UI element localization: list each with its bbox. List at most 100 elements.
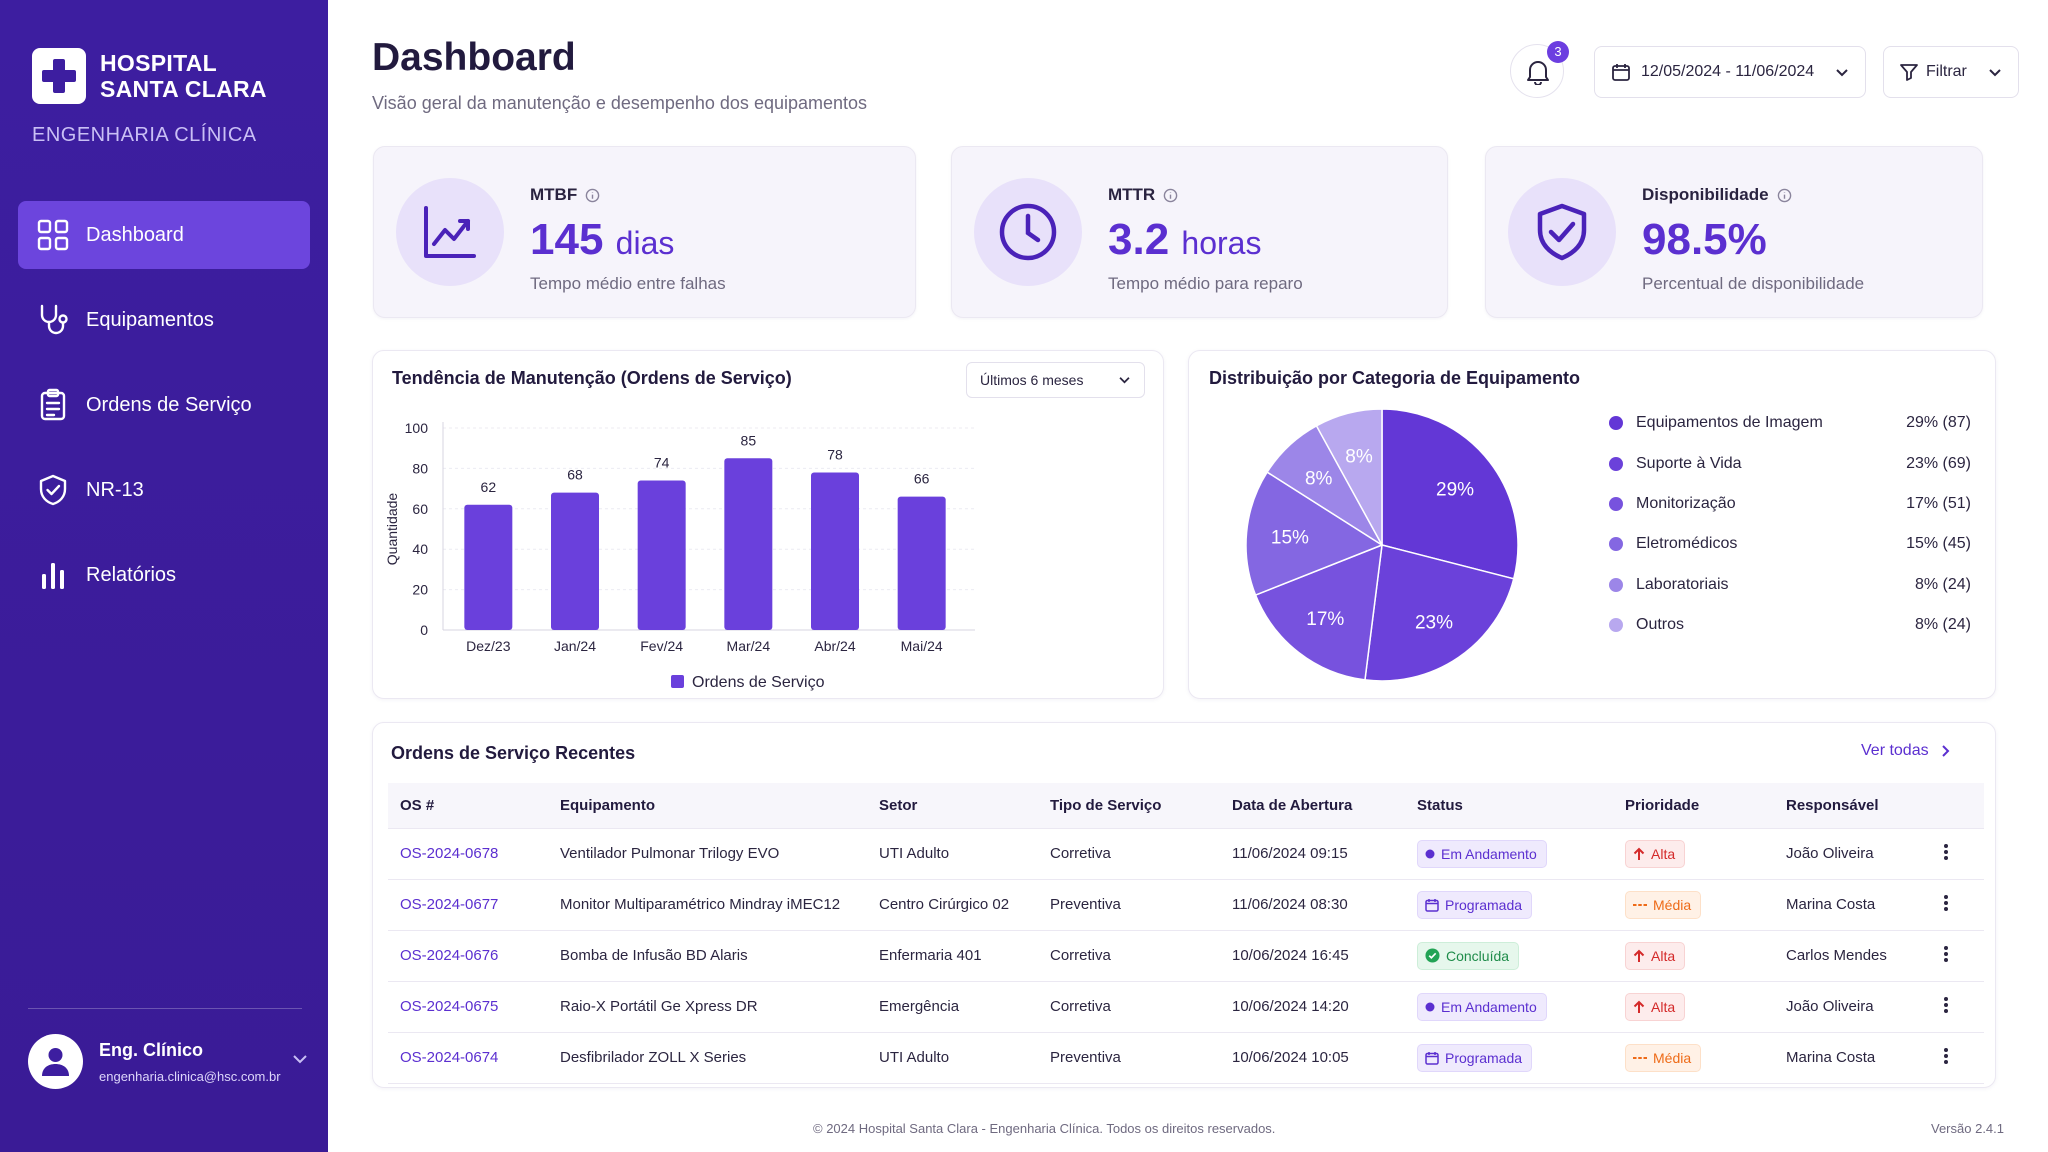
open-date-cell: 10/06/2024 14:20 [1232,998,1349,1015]
priority-badge: Média [1625,1043,1702,1072]
recent-orders-title: Ordens de Serviço Recentes [391,743,636,763]
bar[interactable] [464,504,513,630]
bar[interactable] [897,496,946,630]
y-axis-label: Quantidade [384,493,400,566]
col-header[interactable]: Responsável [1774,783,1924,829]
col-header[interactable]: Tipo de Serviço [1038,783,1220,829]
sidebar-nav: Dashboard Equipamentos Ordens de Serviço… [18,201,310,626]
chevron-down-icon[interactable] [292,1054,308,1064]
date-range-picker[interactable]: 12/05/2024 - 11/06/2024 [1594,46,1866,98]
col-header[interactable]: Equipamento [548,783,867,829]
sidebar-item-nr13[interactable]: NR-13 [18,456,310,524]
data-label: 68 [567,467,583,483]
kpi-label: MTTR [1108,185,1156,204]
status-text: Em Andamento [1441,845,1537,862]
user-name: Eng. Clínico [99,1039,204,1060]
os-number-link[interactable]: OS-2024-0677 [400,896,499,913]
col-header[interactable]: Status [1405,783,1613,829]
col-header[interactable]: OS # [388,783,548,829]
trend-chart-title: Tendência de Manutenção (Ordens de Servi… [392,368,792,388]
table-row[interactable]: OS-2024-0676 Bomba de Infusão BD Alaris En… [388,930,1984,981]
view-all-link[interactable]: Ver todas [1861,742,1950,760]
status-badge: Programada [1417,1043,1533,1072]
os-number-link[interactable]: OS-2024-0676 [400,947,499,964]
os-number-link[interactable]: OS-2024-0678 [400,845,499,862]
table-row[interactable]: OS-2024-0675 Raio-X Portátil Ge Xpress DR… [388,981,1984,1032]
slice-label: 23% [1415,612,1453,633]
sidebar: HOSPITAL SANTA CLARA ENGENHARIA CLÍNICA … [0,0,328,1152]
priority-badge: Média [1625,890,1702,919]
info-icon[interactable] [1777,188,1792,203]
arrow-up-icon [1633,1000,1645,1013]
equipment-cell: Monitor Multiparamétrico Mindray iMEC12 [560,896,841,913]
bar[interactable] [637,480,686,630]
sidebar-item-dashboard[interactable]: Dashboard [18,201,310,269]
bell-icon [1527,61,1549,85]
shield-check-icon [39,474,67,506]
os-number-link[interactable]: OS-2024-0675 [400,998,499,1015]
dot-icon [1425,849,1435,858]
legend-swatch [1609,456,1623,471]
table-row[interactable]: OS-2024-0677 Monitor Multiparamétrico Min… [388,879,1984,930]
period-select[interactable]: Últimos 6 meses [966,362,1145,398]
dashes-icon [1633,903,1647,906]
x-tick-label: Mai/24 [901,638,943,654]
slice-label: 17% [1306,609,1344,630]
table-row[interactable]: OS-2024-0678 Ventilador Pulmonar Trilogy … [388,828,1984,879]
status-text: Programada [1445,1049,1523,1066]
user-menu[interactable]: Eng. Clínico engenharia.clinica@hsc.com.… [28,1034,308,1089]
sidebar-item-ordens[interactable]: Ordens de Serviço [18,371,310,439]
open-date-cell: 10/06/2024 10:05 [1232,1049,1349,1066]
bar[interactable] [811,472,859,630]
equipment-cell: Bomba de Infusão BD Alaris [560,947,748,964]
col-header[interactable]: Prioridade [1613,783,1774,829]
legend-label: Equipamentos de Imagem [1636,414,1823,432]
page-title: Dashboard [372,36,576,79]
pie-slice[interactable] [1364,544,1515,682]
row-menu-icon[interactable] [1936,995,1956,1015]
notification-count-badge: 3 [1547,41,1569,63]
y-tick-label: 20 [412,582,428,598]
cross-logo-icon [32,48,86,104]
pie-chart: 29% 23% 17% 15% 8% 8% [1245,408,1519,682]
sidebar-item-label: Dashboard [86,223,184,246]
sidebar-item-equipamentos[interactable]: Equipamentos [18,286,310,354]
pie-slice[interactable] [1381,408,1519,580]
filter-button[interactable]: Filtrar [1883,46,2019,98]
bar[interactable] [551,492,599,630]
recent-orders-panel: Ordens de Serviço Recentes Ver todas OS … [372,722,1996,1088]
table-row[interactable]: OS-2024-0674 Desfibrilador ZOLL X Series U… [388,1032,1984,1083]
slice-label: 8% [1305,469,1333,490]
legend-swatch [671,675,684,688]
footer-copyright: © 2024 Hospital Santa Clara - Engenharia… [813,1121,1276,1136]
legend-label: Eletromédicos [1636,535,1738,553]
info-icon[interactable] [1163,188,1178,203]
hospital-logo[interactable]: HOSPITAL SANTA CLARA [32,48,267,104]
kpi-card-mttr: MTTR 3.2 horas Tempo médio para reparo [951,146,1448,318]
service-type-cell: Corretiva [1050,947,1111,964]
legend-label: Laboratoriais [1636,575,1729,593]
row-menu-icon[interactable] [1936,1046,1956,1066]
pie-slice[interactable] [1315,408,1383,546]
responsible-cell: João Oliveira [1786,845,1874,862]
bar[interactable] [724,458,773,630]
row-menu-icon[interactable] [1936,944,1956,964]
row-menu-icon[interactable] [1936,842,1956,862]
check-circle-icon [1425,948,1440,963]
col-header[interactable]: Setor [867,783,1038,829]
trend-chart-icon [424,206,476,258]
os-number-link[interactable]: OS-2024-0674 [400,1049,499,1066]
x-tick-label: Mar/24 [727,638,771,654]
data-label: 62 [481,479,497,495]
sector-cell: Enfermaria 401 [879,947,982,964]
info-icon[interactable] [585,188,600,203]
open-date-cell: 11/06/2024 08:30 [1232,896,1348,913]
kpi-description: Tempo médio entre falhas [530,274,726,293]
calendar-icon [1425,898,1439,912]
sidebar-item-relatorios[interactable]: Relatórios [18,541,310,609]
col-header[interactable]: Data de Abertura [1220,783,1405,829]
status-text: Concluída [1446,947,1510,964]
pie-slice[interactable] [1254,543,1383,681]
pie-slice[interactable] [1245,471,1384,597]
row-menu-icon[interactable] [1936,893,1956,913]
